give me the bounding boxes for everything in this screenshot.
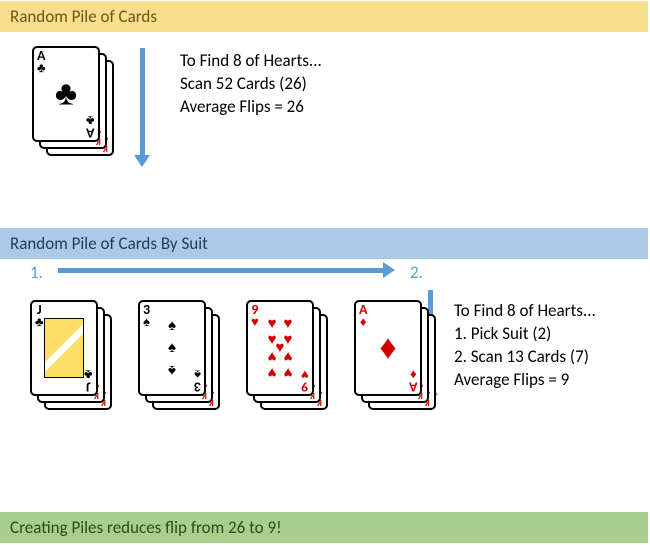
card-corner: 9♥ [251, 304, 259, 328]
card-corner: A♦ [359, 304, 367, 328]
info-text-section2: To Find 8 of Hearts...1. Pick Suit (2)2.… [454, 300, 596, 392]
step-label: 1. [30, 262, 43, 283]
banner-mid: Random Pile of Cards By Suit [0, 228, 648, 259]
playing-card: A♣ A♣ ♣ [32, 46, 100, 142]
arrow-right-icon [58, 268, 384, 273]
card-pips: ♠♠♠ [154, 316, 190, 380]
card-corner: 9♥ [301, 368, 309, 392]
playing-card: 3♠ 3♠♠♠♠ [138, 300, 206, 396]
card-pips: ♥♥♥♥♥♥♥♥♥ [262, 316, 298, 380]
playing-card: 9♥ 9♥♥♥♥♥♥♥♥♥♥ [246, 300, 314, 396]
card-corner: A♦ [409, 368, 417, 392]
card-center-pip: ♦ [379, 328, 396, 369]
card-corner: 3♠ [143, 304, 150, 328]
banner-top: Random Pile of Cards [0, 1, 648, 32]
step-label: 2. [410, 262, 423, 283]
banner-bot: Creating Piles reduces flip from 26 to 9… [0, 512, 648, 543]
card-corner: J♣ [84, 368, 93, 392]
playing-card: A♦ A♦ ♦ [354, 300, 422, 396]
playing-card: J♣ J♣ [30, 300, 98, 396]
card-center-pip: ♣ [55, 74, 77, 115]
card-face-art [44, 318, 84, 378]
card-corner: J♣ [35, 304, 44, 328]
banner-top-text: Random Pile of Cards [10, 6, 157, 27]
card-corner: A♣ [37, 50, 46, 74]
info-text-section1: To Find 8 of Hearts...Scan 52 Cards (26)… [180, 50, 322, 119]
banner-bot-text: Creating Piles reduces flip from 26 to 9… [10, 517, 282, 538]
banner-mid-text: Random Pile of Cards By Suit [10, 233, 208, 254]
arrow-down-icon [140, 48, 145, 156]
card-corner: A♣ [86, 114, 95, 138]
card-corner: 3♠ [194, 368, 201, 392]
